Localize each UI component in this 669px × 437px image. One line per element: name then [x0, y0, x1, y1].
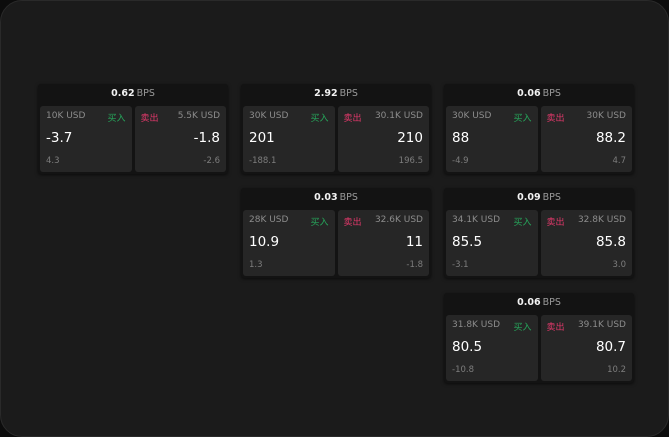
spread-unit: BPS	[542, 192, 561, 203]
quote-card: 0.06 BPS 31.8K USD 买入 80.5 -10.8 卖出 39.1K U…	[444, 293, 634, 383]
sell-button[interactable]: 卖出 5.5K USD -1.8 -2.6	[134, 106, 226, 172]
buy-button[interactable]: 30K USD 买入 88 -4.9	[446, 106, 538, 172]
sell-price: 210	[397, 130, 423, 146]
quote-card: 0.09 BPS 34.1K USD 买入 85.5 -3.1 卖出 32.8K US…	[444, 188, 634, 278]
sell-size: 30K USD	[586, 111, 626, 121]
spread-value: 0.06	[517, 297, 541, 308]
buy-change: -10.8	[452, 365, 474, 375]
buy-price: 85.5	[452, 234, 483, 250]
buy-change: 1.3	[249, 260, 263, 270]
quote-card: 2.92 BPS 30K USD 买入 201 -188.1 卖出 30.1K USD…	[241, 84, 431, 174]
buy-size: 28K USD	[249, 215, 289, 225]
sell-label: 卖出	[546, 323, 565, 333]
sell-change: -1.8	[406, 260, 423, 270]
buy-change: -188.1	[249, 156, 277, 166]
buy-change: 4.3	[46, 156, 60, 166]
sell-price: 80.7	[595, 339, 626, 355]
spread-header: 0.09 BPS	[444, 188, 634, 208]
buy-label: 买入	[310, 218, 329, 228]
spread-unit: BPS	[136, 88, 155, 99]
buy-button[interactable]: 34.1K USD 买入 85.5 -3.1	[446, 210, 538, 276]
sell-size: 30.1K USD	[374, 111, 423, 121]
sell-label: 卖出	[546, 218, 565, 228]
buy-price: -3.7	[46, 130, 73, 146]
spread-header: 0.06 BPS	[444, 84, 634, 104]
sell-label: 卖出	[140, 114, 159, 124]
buy-button[interactable]: 31.8K USD 买入 80.5 -10.8	[446, 315, 538, 381]
buy-label: 买入	[310, 114, 329, 124]
buy-price: 88	[452, 130, 470, 146]
spread-value: 0.62	[111, 88, 135, 99]
spread-header: 2.92 BPS	[241, 84, 431, 104]
spread-header: 0.62 BPS	[38, 84, 228, 104]
sell-change: 196.5	[398, 156, 423, 166]
sell-change: 4.7	[612, 156, 626, 166]
sell-change: 3.0	[612, 260, 626, 270]
spread-value: 0.06	[517, 88, 541, 99]
buy-label: 买入	[513, 218, 532, 228]
buy-size: 30K USD	[249, 111, 289, 121]
spread-value: 0.03	[314, 192, 338, 203]
buy-price: 80.5	[452, 339, 483, 355]
sell-button[interactable]: 卖出 32.8K USD 85.8 3.0	[540, 210, 632, 276]
buy-label: 买入	[107, 114, 126, 124]
buy-price: 201	[249, 130, 275, 146]
sell-button[interactable]: 卖出 30K USD 88.2 4.7	[540, 106, 632, 172]
sell-size: 32.6K USD	[374, 215, 423, 225]
sell-change: 10.2	[607, 365, 626, 375]
sell-change: -2.6	[203, 156, 220, 166]
quote-card: 0.06 BPS 30K USD 买入 88 -4.9 卖出 30K USD 88.2…	[444, 84, 634, 174]
quote-card: 0.62 BPS 10K USD 买入 -3.7 4.3 卖出 5.5K USD -1…	[38, 84, 228, 174]
spread-value: 2.92	[314, 88, 338, 99]
spread-unit: BPS	[542, 88, 561, 99]
quote-card: 0.03 BPS 28K USD 买入 10.9 1.3 卖出 32.6K USD 1…	[241, 188, 431, 278]
sell-button[interactable]: 卖出 30.1K USD 210 196.5	[337, 106, 429, 172]
buy-size: 34.1K USD	[452, 215, 501, 225]
spread-header: 0.03 BPS	[241, 188, 431, 208]
buy-button[interactable]: 10K USD 买入 -3.7 4.3	[40, 106, 132, 172]
sell-price: 88.2	[595, 130, 626, 146]
sell-size: 39.1K USD	[577, 320, 626, 330]
buy-size: 31.8K USD	[452, 320, 501, 330]
sell-label: 卖出	[343, 114, 362, 124]
buy-label: 买入	[513, 323, 532, 333]
sell-size: 32.8K USD	[577, 215, 626, 225]
sell-price: -1.8	[193, 130, 220, 146]
spread-value: 0.09	[517, 192, 541, 203]
buy-price: 10.9	[249, 234, 280, 250]
sell-label: 卖出	[343, 218, 362, 228]
buy-size: 30K USD	[452, 111, 492, 121]
spread-header: 0.06 BPS	[444, 293, 634, 313]
buy-button[interactable]: 30K USD 买入 201 -188.1	[243, 106, 335, 172]
buy-size: 10K USD	[46, 111, 86, 121]
sell-price: 85.8	[595, 234, 626, 250]
spread-unit: BPS	[542, 297, 561, 308]
sell-button[interactable]: 卖出 32.6K USD 11 -1.8	[337, 210, 429, 276]
buy-change: -3.1	[452, 260, 469, 270]
buy-label: 买入	[513, 114, 532, 124]
sell-label: 卖出	[546, 114, 565, 124]
sell-size: 5.5K USD	[177, 111, 220, 121]
buy-change: -4.9	[452, 156, 469, 166]
spread-unit: BPS	[339, 88, 358, 99]
sell-button[interactable]: 卖出 39.1K USD 80.7 10.2	[540, 315, 632, 381]
sell-price: 11	[405, 234, 423, 250]
spread-unit: BPS	[339, 192, 358, 203]
buy-button[interactable]: 28K USD 买入 10.9 1.3	[243, 210, 335, 276]
